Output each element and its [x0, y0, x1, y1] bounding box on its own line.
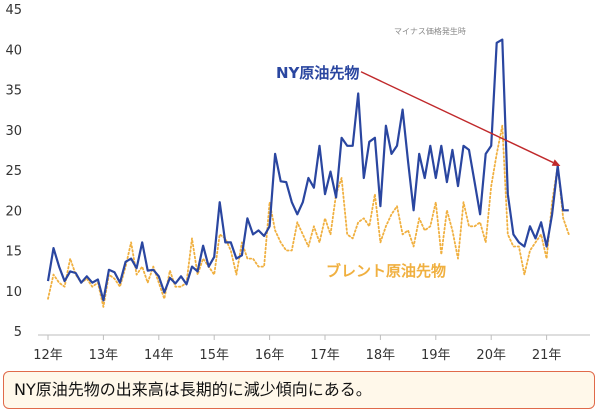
y-tick-label: 20 — [5, 204, 22, 219]
x-tick-label: 12年 — [33, 348, 63, 363]
caption-text: NY原油先物の出来高は長期的に減少傾向にある。 — [14, 380, 372, 399]
trend-arrow-head — [551, 159, 561, 166]
x-tick-label: 15年 — [199, 348, 229, 363]
y-axis-ticks: 5 10 15 20 25 30 35 40 45 — [5, 3, 22, 340]
x-tick-label: 14年 — [144, 348, 174, 363]
caption-box: NY原油先物の出来高は長期的に減少傾向にある。 — [3, 371, 595, 409]
y-tick-label: 35 — [5, 84, 22, 99]
series-line-ny — [46, 38, 569, 302]
y-tick-label: 45 — [5, 3, 22, 18]
x-tick-label: 19年 — [421, 348, 451, 363]
y-tick-label: 15 — [5, 245, 22, 260]
annotation-negative-price: マイナス価格発生時 — [394, 26, 466, 36]
series-line-brent — [47, 124, 570, 308]
x-tick-label: 13年 — [89, 348, 119, 363]
x-tick-label: 16年 — [255, 348, 285, 363]
series-label-ny: NY原油先物 — [276, 64, 359, 82]
x-tick-label: 21年 — [532, 348, 562, 363]
y-tick-label: 25 — [5, 164, 22, 179]
x-tick-label: 17年 — [310, 348, 340, 363]
y-tick-label: 40 — [5, 43, 22, 58]
x-tick-label: 18年 — [366, 348, 396, 363]
trend-arrow — [360, 71, 554, 164]
x-axis-ticks: 12年 13年 14年 15年 16年 17年 18年 19年 20年 21年 — [33, 335, 561, 363]
y-tick-label: 10 — [5, 285, 22, 300]
x-tick-label: 20年 — [476, 348, 506, 363]
series-label-brent: ブレント原油先物 — [326, 262, 446, 280]
series-layer — [46, 38, 570, 308]
y-tick-label: 5 — [14, 325, 22, 340]
y-tick-label: 30 — [5, 124, 22, 139]
